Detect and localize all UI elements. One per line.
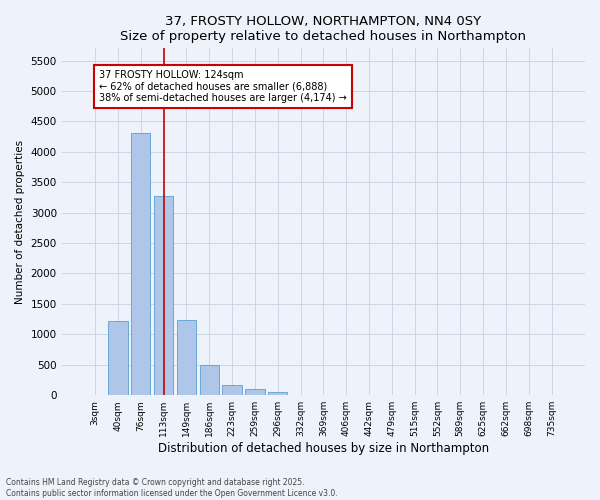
Bar xyxy=(223,384,242,395)
Text: Contains HM Land Registry data © Crown copyright and database right 2025.
Contai: Contains HM Land Registry data © Crown c… xyxy=(6,478,338,498)
Bar xyxy=(154,196,173,395)
Bar xyxy=(131,133,151,395)
Title: 37, FROSTY HOLLOW, NORTHAMPTON, NN4 0SY
Size of property relative to detached ho: 37, FROSTY HOLLOW, NORTHAMPTON, NN4 0SY … xyxy=(121,15,526,43)
Y-axis label: Number of detached properties: Number of detached properties xyxy=(15,140,25,304)
Bar xyxy=(108,321,128,395)
Bar xyxy=(268,392,287,395)
X-axis label: Distribution of detached houses by size in Northampton: Distribution of detached houses by size … xyxy=(158,442,489,455)
Bar xyxy=(177,320,196,395)
Text: 37 FROSTY HOLLOW: 124sqm
← 62% of detached houses are smaller (6,888)
38% of sem: 37 FROSTY HOLLOW: 124sqm ← 62% of detach… xyxy=(99,70,347,103)
Bar xyxy=(200,366,219,395)
Bar xyxy=(245,390,265,395)
